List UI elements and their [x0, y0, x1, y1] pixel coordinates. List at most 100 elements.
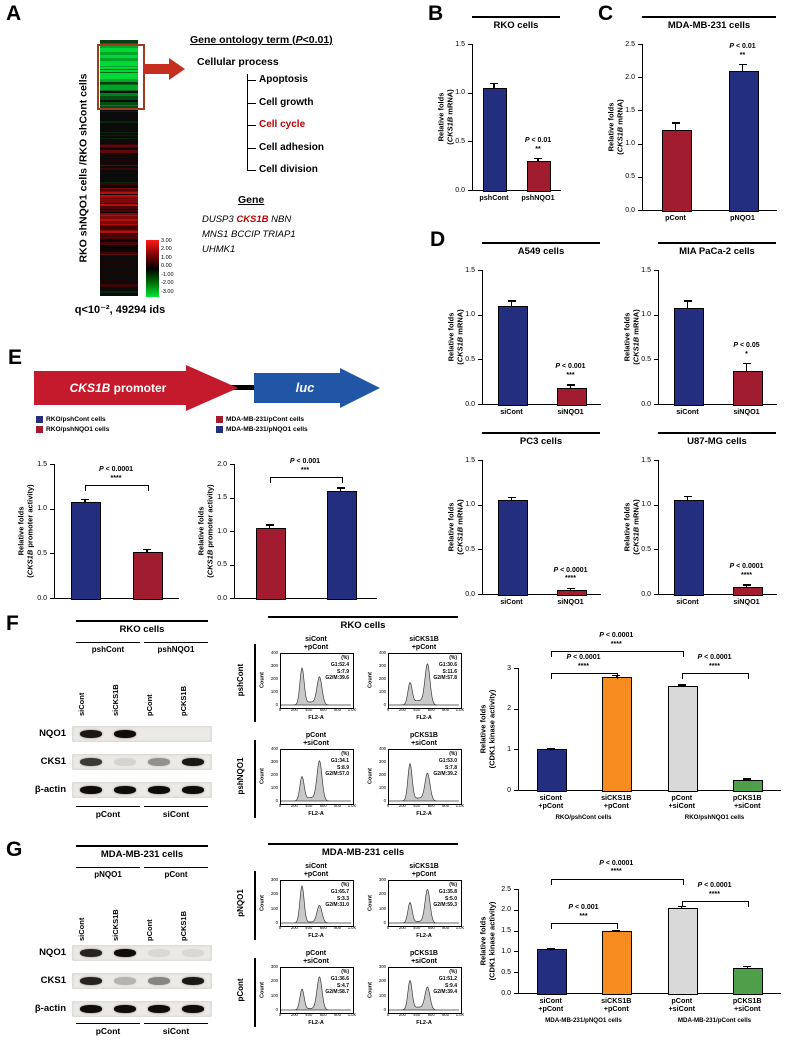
flow-ytick: 400	[378, 746, 386, 751]
flow-xlab: FL2-A	[416, 1020, 432, 1026]
axes	[482, 460, 601, 595]
bar-rect	[556, 387, 587, 406]
xlab: pCont	[665, 213, 686, 222]
hm-row	[100, 88, 138, 91]
hm-row	[100, 181, 138, 184]
hm-row	[100, 94, 138, 97]
hm-row	[100, 100, 138, 103]
hm-row	[100, 98, 138, 101]
significance-note: P < 0.0001 ****	[98, 466, 134, 483]
blot-band	[182, 977, 204, 985]
blot-band	[80, 949, 102, 957]
ytick-line	[654, 404, 658, 405]
bar-rect	[732, 586, 763, 596]
ytick-lab: 0.5	[37, 549, 47, 557]
flow-xtick: 800	[334, 707, 342, 712]
hm-row	[100, 198, 138, 200]
err-cap	[81, 498, 89, 501]
flow-head: pCont +siCont	[303, 732, 329, 748]
err-cap	[683, 300, 692, 302]
y-axis-label: Relative folds (CDK1 kinase activity)	[478, 689, 497, 769]
y-axis-label: Relative folds (CKS1B mRNA)	[436, 89, 455, 145]
significance-note: P < 0.001 ***	[555, 363, 586, 380]
flow-xtick: 1.0K	[455, 707, 465, 712]
hm-row	[100, 164, 138, 167]
ytick-lab: 0.0	[37, 594, 47, 602]
hm-row	[100, 229, 138, 232]
bar-rect	[536, 949, 567, 995]
legend-label: MDA-MB-231/pNQO1 cells	[226, 426, 308, 433]
hm-row	[100, 172, 138, 175]
ytick-lab: 0.5	[465, 355, 475, 363]
blot-grp: pCont	[144, 867, 208, 879]
gene-line: MNS1 BCCIP TRIAP1	[202, 229, 296, 240]
legend-label: MDA-MB-231/pCont cells	[226, 416, 305, 423]
hm-row	[100, 56, 138, 59]
hm-row	[100, 152, 138, 155]
cell-cycle-histogram	[389, 663, 459, 706]
flow-ytick: 100	[270, 992, 278, 998]
err-cap	[336, 487, 345, 489]
err-v	[745, 584, 748, 589]
xlab: siCont	[676, 597, 699, 606]
hm-row	[100, 67, 138, 69]
gene-header: Gene	[238, 194, 265, 206]
significance-bracket	[550, 923, 619, 930]
hm-row	[100, 148, 138, 151]
ytick-lab: 1.5	[465, 266, 475, 274]
hm-row	[100, 234, 138, 237]
go-tick	[247, 102, 256, 104]
legend-swatch	[36, 426, 43, 433]
significance-note: P < 0.001 ***	[289, 458, 321, 475]
group-label: RKO/pshNQO1 cells	[684, 814, 745, 821]
significance-note: P < 0.0001 ****	[697, 882, 732, 899]
blot-strip	[72, 945, 212, 961]
err-v	[674, 122, 677, 133]
cluster-highlight-box	[97, 44, 145, 110]
ytick-lab: 2.5	[501, 885, 511, 893]
flow-ytick: 100	[378, 689, 386, 694]
hm-row	[100, 286, 138, 289]
blot-band	[80, 758, 102, 766]
blot-band	[80, 730, 102, 738]
blot-lane-label: siCKS1B	[111, 909, 120, 941]
ytick-line	[230, 464, 234, 465]
ytick-line	[468, 190, 472, 191]
panel-c-letter: C	[598, 2, 614, 25]
flow-xtick: 200	[290, 803, 298, 808]
bar-title: MDA-MB-231 cells	[642, 16, 776, 31]
flow-ytick: 300	[270, 877, 278, 882]
hm-row	[100, 43, 138, 45]
ytick-lab: 0.5	[455, 137, 465, 145]
bar-rect	[732, 370, 763, 406]
hm-row	[100, 68, 138, 71]
blot-lane-label: siCKS1B	[111, 684, 120, 716]
bar-rect	[602, 676, 633, 792]
bar-rect	[482, 87, 508, 192]
prom-label: CKS1B promoter	[69, 381, 167, 395]
flow-xtick: 400	[413, 707, 421, 712]
flow-xtick: 400	[305, 707, 313, 712]
ytick-lab: 1.0	[217, 527, 227, 535]
flow-row-label: pNQO1	[236, 888, 245, 917]
significance-note: P < 0.0001 ****	[599, 631, 634, 648]
blot-band	[148, 786, 170, 794]
ytick-line	[230, 564, 234, 566]
flow-ytick: 300	[270, 964, 278, 969]
err-v	[686, 300, 689, 310]
promoter-arrow-svg	[34, 365, 380, 411]
ytick-line	[638, 210, 642, 211]
flow-rowline	[254, 958, 256, 1027]
flow-stats: (%) G1:52.4 S:7.9 G2/M:39.6	[325, 655, 349, 682]
hm-row	[100, 50, 138, 53]
err-cap	[546, 947, 555, 950]
hm-row	[100, 119, 138, 122]
significance-note: P < 0.0001 ****	[553, 566, 588, 583]
hm-row	[100, 86, 138, 89]
xlab: siCont	[500, 407, 523, 416]
ytick-lab: 1	[507, 745, 511, 753]
flow-xtick: 800	[334, 1012, 342, 1017]
ytick-line	[654, 314, 658, 316]
hm-scale-lab: 2.00	[161, 246, 172, 252]
blot-lane-label: pCont	[145, 919, 154, 941]
